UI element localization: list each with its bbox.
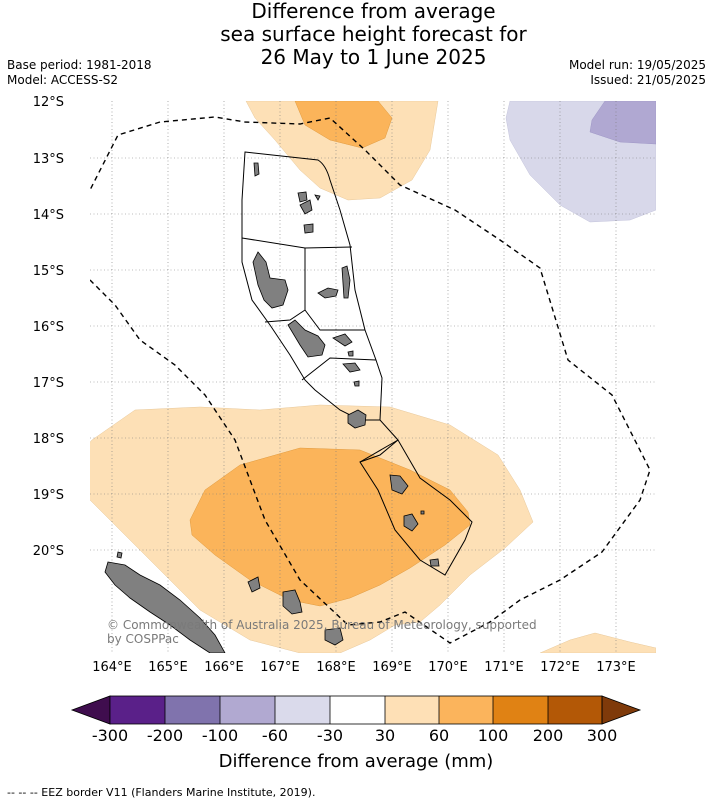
anomaly-region-30-60-north [245, 101, 439, 201]
colorbar-segment-1 [110, 696, 165, 724]
lon-label-173e: 173°E [596, 660, 636, 675]
colorbar-tick-minus30: -30 [317, 726, 343, 745]
lon-label-165e: 165°E [148, 660, 188, 675]
island-pentecost [341, 265, 351, 299]
base-period-text: Base period: 1981-2018 [7, 58, 152, 72]
colorbar-title: Difference from average (mm) [219, 751, 494, 772]
colorbar-under-arrow [70, 695, 111, 725]
colorbar-segment-7 [439, 696, 493, 724]
colorbar-segment-8 [493, 696, 548, 724]
colorbar-tick-200: 200 [533, 726, 564, 745]
colorbar-tick-300: 300 [587, 726, 618, 745]
lat-label-18s: 18°S [33, 432, 64, 447]
colorbar-tick-minus200: -200 [147, 726, 183, 745]
new-caledonia-island [104, 561, 226, 653]
island-tongoa [353, 380, 360, 387]
issued-text: Issued: 21/05/2025 [590, 73, 706, 87]
eez-footnote: -- -- -- EEZ border V11 (Flanders Marine… [7, 786, 316, 799]
metadata-left: Base period: 1981-2018 Model: ACCESS-S2 [7, 58, 152, 88]
colorbar-dividers [164, 696, 549, 724]
island-banks-3 [299, 199, 313, 215]
colorbar-over-arrow [601, 695, 642, 725]
island-banks-1 [297, 191, 308, 203]
lon-label-166e: 166°E [204, 660, 244, 675]
colorbar-segment-6 [385, 696, 439, 724]
lat-label-20s: 20°S [33, 544, 64, 559]
island-erromango [389, 474, 409, 495]
colorbar-segment-5 [330, 696, 385, 724]
copyright-line-2: by COSPPac [107, 632, 179, 646]
colorbar-frame [109, 695, 603, 725]
colorbar: -300 -200 -100 -60 -30 30 60 100 200 300… [70, 695, 642, 772]
eez-border [90, 116, 651, 644]
lat-label-13s: 13°S [33, 152, 64, 167]
lat-label-14s: 14°S [33, 208, 64, 223]
model-run-text: Model run: 19/05/2025 [568, 58, 706, 72]
lat-label-15s: 15°S [33, 264, 64, 279]
lon-label-167e: 167°E [260, 660, 300, 675]
island-maewo [303, 223, 314, 234]
island-malekula [287, 319, 326, 358]
lat-label-12s: 12°S [33, 95, 64, 110]
island-ambae [317, 287, 339, 299]
island-aniwa [420, 510, 425, 515]
anomaly-region-minus100-minus60-east [589, 101, 656, 145]
title-line-2: sea surface height forecast for [220, 22, 527, 46]
island-torres [253, 162, 260, 177]
loyalty-island-3 [324, 627, 344, 646]
map-plot-area: © Commonwealth of Australia 2025, Bureau… [90, 101, 656, 653]
map-title: Difference from average sea surface heig… [0, 0, 713, 69]
gridlines [90, 101, 656, 653]
lon-label-170e: 170°E [428, 660, 468, 675]
title-line-1: Difference from average [251, 0, 496, 23]
lon-label-171e: 171°E [484, 660, 524, 675]
colorbar-tick-minus300: -300 [92, 726, 128, 745]
lon-label-168e: 168°E [316, 660, 356, 675]
model-text: Model: ACCESS-S2 [7, 73, 119, 87]
title-line-3: 26 May to 1 June 2025 [260, 45, 487, 69]
lon-label-172e: 172°E [540, 660, 580, 675]
island-tanna [403, 513, 419, 532]
anomaly-region-60-100-north [294, 101, 393, 149]
province-boundaries [241, 151, 473, 576]
land-masses [104, 162, 440, 653]
loyalty-island-1 [247, 576, 261, 593]
island-banks-2 [314, 194, 321, 201]
island-ambrym [332, 333, 353, 347]
lon-label-169e: 169°E [372, 660, 412, 675]
colorbar-tick-minus60: -60 [262, 726, 288, 745]
colorbar-tick-100: 100 [478, 726, 509, 745]
colorbar-tick-minus100: -100 [202, 726, 238, 745]
loyalty-island-2 [282, 589, 303, 615]
colorbar-segment-4 [275, 696, 330, 724]
copyright-line-1: © Commonwealth of Australia 2025, Bureau… [107, 618, 537, 632]
colorbar-segment-9 [548, 696, 602, 724]
anomaly-region-30-60-southeast [539, 632, 656, 653]
island-espiritu-santo [252, 251, 289, 309]
lon-label-164e: 164°E [92, 660, 132, 675]
colorbar-segment-2 [165, 696, 220, 724]
lat-label-19s: 19°S [33, 488, 64, 503]
lat-label-16s: 16°S [33, 320, 64, 335]
island-epi [342, 362, 361, 373]
colorbar-segment-3 [220, 696, 275, 724]
colorbar-tick-60: 60 [429, 726, 449, 745]
island-aneityum [429, 558, 440, 567]
island-small-nc [116, 551, 123, 559]
longitude-labels: 164°E 165°E 166°E 167°E 168°E 169°E 170°… [92, 660, 636, 675]
island-paama [347, 350, 354, 357]
colorbar-tick-30: 30 [375, 726, 395, 745]
island-efate [347, 409, 367, 429]
latitude-labels: 12°S 13°S 14°S 15°S 16°S 17°S 18°S 19°S … [33, 95, 64, 559]
metadata-right: Model run: 19/05/2025 Issued: 21/05/2025 [569, 58, 706, 88]
lat-label-17s: 17°S [33, 376, 64, 391]
